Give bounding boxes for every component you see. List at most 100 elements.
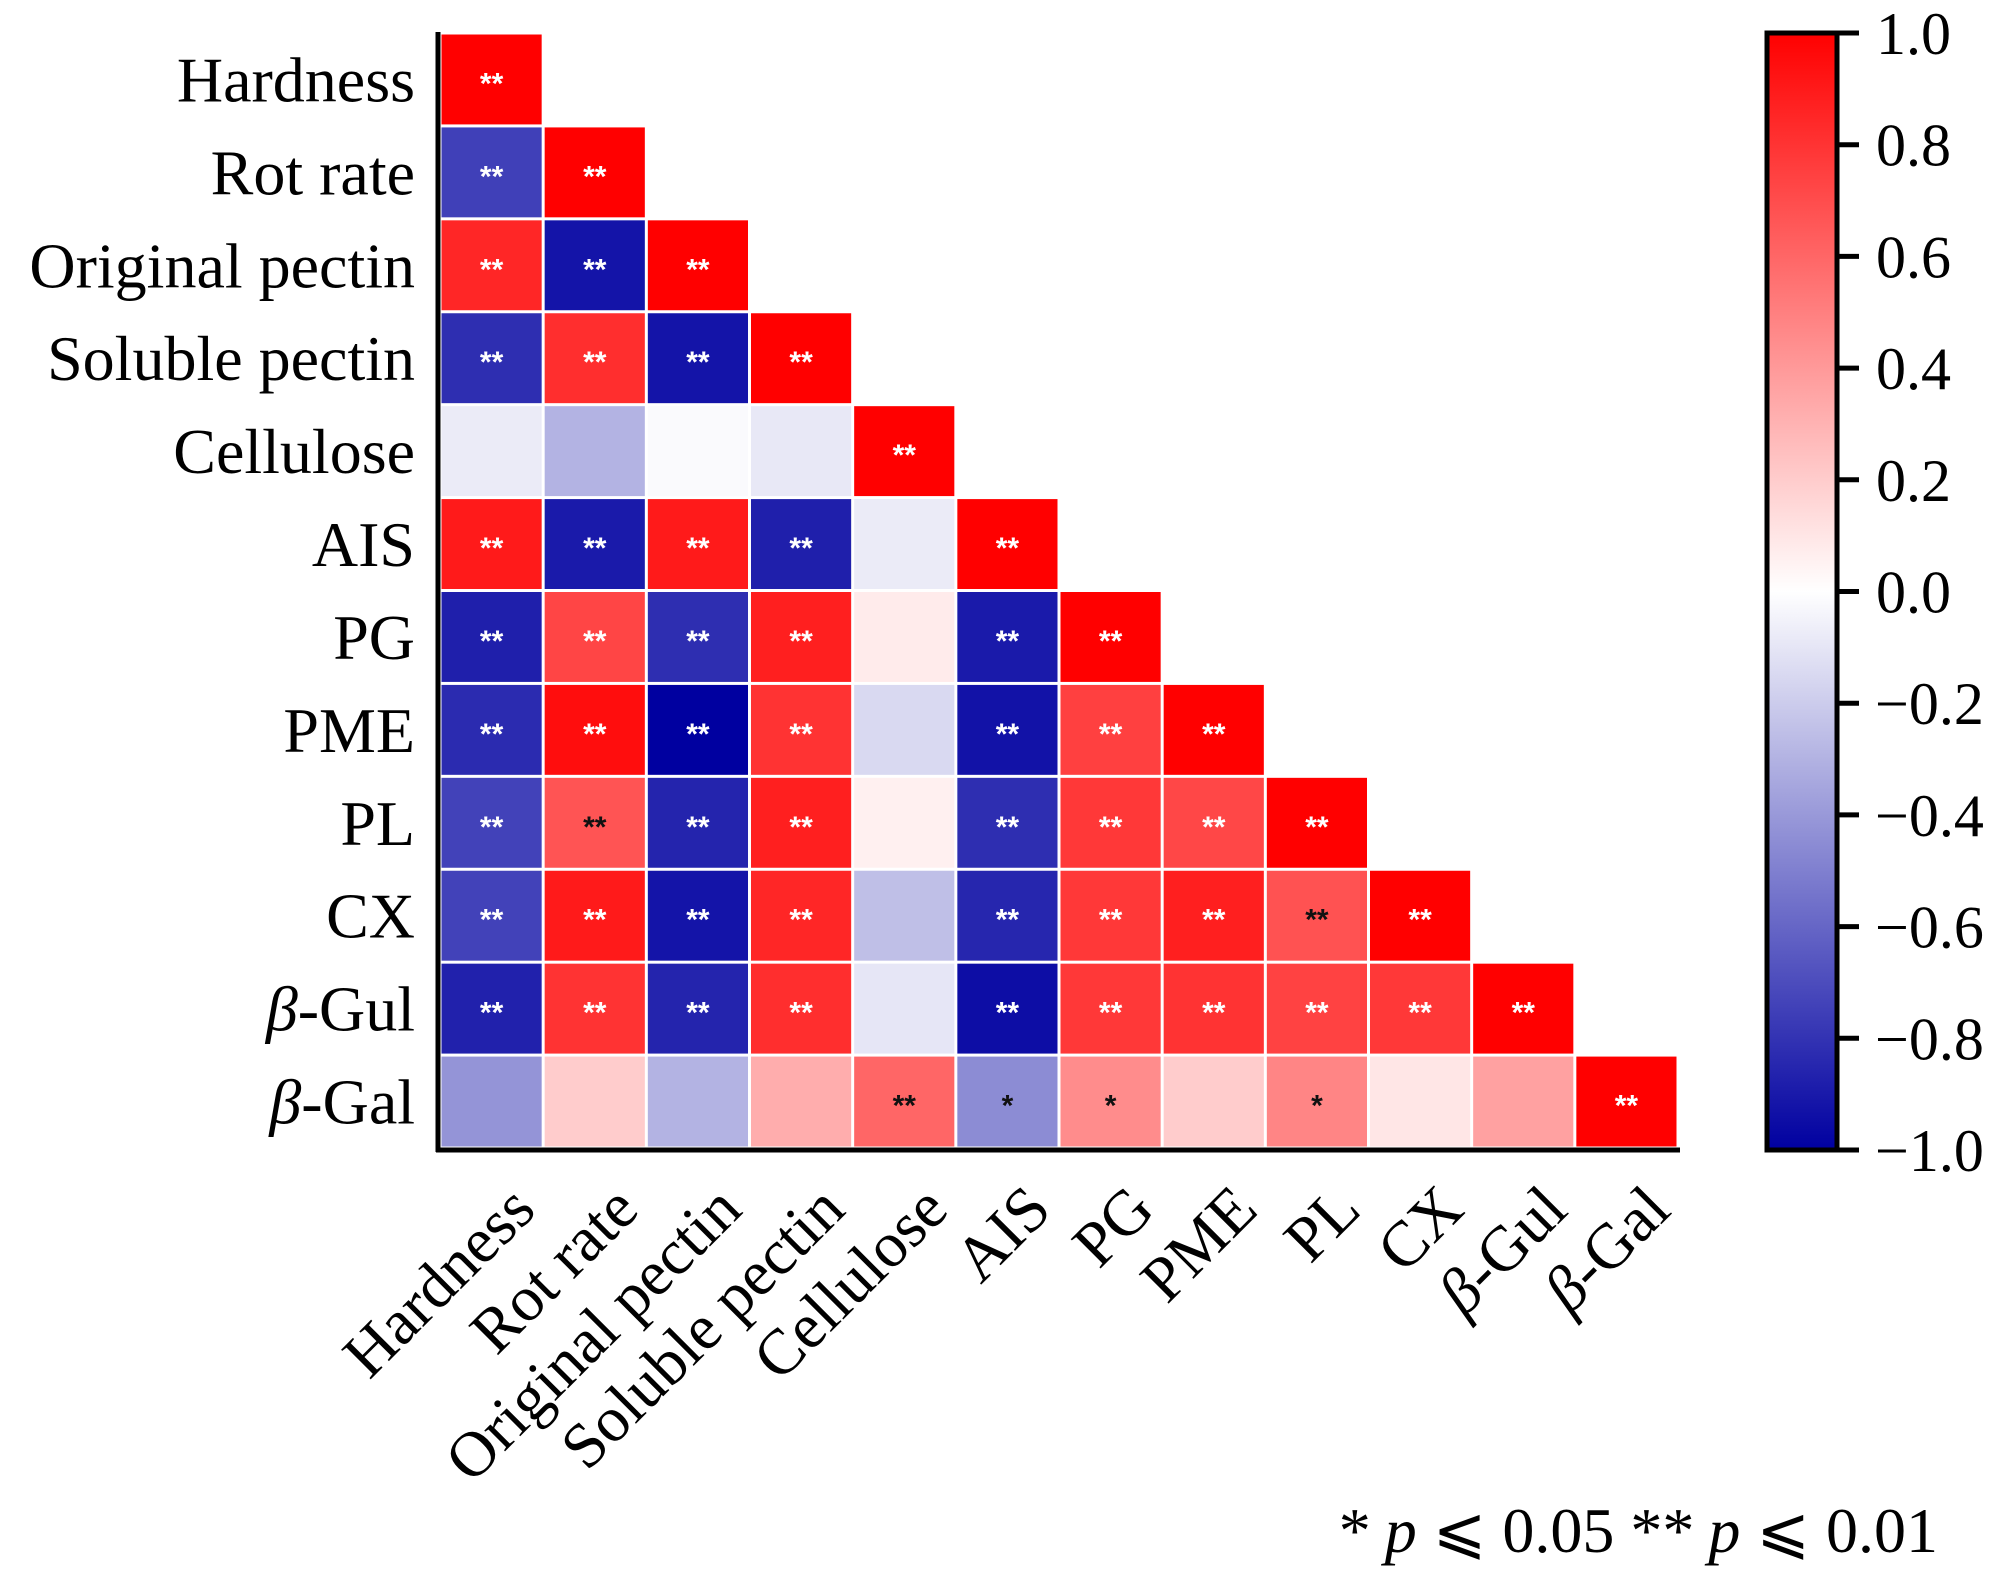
- significance-mark: **: [1099, 997, 1123, 1030]
- heatmap-cell-10-1: [544, 963, 645, 1054]
- significance-mark: **: [480, 904, 504, 937]
- significance-mark: **: [1202, 718, 1226, 751]
- significance-mark: **: [996, 997, 1020, 1030]
- heatmap-cell-5-0: [441, 499, 542, 589]
- significance-mark: **: [1099, 625, 1123, 658]
- significance-mark: **: [1099, 904, 1123, 937]
- heatmap-cell-10-3: [751, 963, 852, 1054]
- significance-mark: **: [789, 532, 813, 565]
- significance-mark: **: [996, 811, 1020, 844]
- heatmap-cell-10-2: [647, 963, 748, 1054]
- colorbar-gradient: [1764, 30, 1840, 1153]
- legend-p-2: p: [1704, 1495, 1740, 1566]
- heatmap-cell-11-11: [1576, 1056, 1677, 1147]
- significance-mark: **: [583, 625, 607, 658]
- significance-mark: *: [1002, 1090, 1014, 1123]
- significance-mark: **: [1202, 997, 1226, 1030]
- heatmap-cell-9-7: [1163, 870, 1264, 961]
- heatmap-cell-7-0: [441, 684, 542, 775]
- significance-mark: **: [480, 346, 504, 379]
- colorbar-tick-label: 1.0: [1876, 1, 1951, 67]
- y-label-1: Rot rate: [211, 137, 415, 208]
- heatmap-cell-11-9: [1370, 1056, 1471, 1147]
- heatmap-cell-10-6: [1060, 963, 1161, 1054]
- heatmap-cell-6-4: [854, 592, 955, 682]
- heatmap-cell-10-7: [1163, 963, 1264, 1054]
- significance-mark: **: [583, 811, 607, 844]
- heatmap-cell-11-1: [544, 1056, 645, 1147]
- significance-mark: **: [893, 1090, 917, 1123]
- label-greek-prefix: β: [264, 974, 298, 1045]
- heatmap-cell-4-3: [751, 406, 852, 497]
- colorbar-tick-label: 0.2: [1876, 448, 1951, 514]
- y-label-10: β-Gul: [264, 974, 415, 1045]
- heatmap-cell-10-0: [441, 963, 542, 1054]
- y-label-9: CX: [326, 881, 415, 952]
- legend-threshold-2: ⩽ 0.01: [1740, 1495, 1938, 1566]
- colorbar-tick-label: 0.8: [1876, 113, 1951, 179]
- significance-mark: **: [789, 904, 813, 937]
- colorbar: 1.0 0.8 0.6 0.4 0.2 0.0 −0.2 −0.4 −0.6 −0.8 −1.0: [1764, 1, 1984, 1184]
- heatmap-cell-11-10: [1473, 1056, 1574, 1147]
- y-label-11: β-Gal: [267, 1067, 415, 1138]
- heatmap-cell-8-1: [544, 777, 645, 868]
- heatmap-cell-10-5: [957, 963, 1058, 1054]
- heatmap-cell-0-0: [441, 34, 542, 125]
- significance-mark: **: [1099, 718, 1123, 751]
- heatmap-cell-4-1: [544, 406, 645, 497]
- x-label-5: AIS: [940, 1172, 1063, 1295]
- heatmap-cell-8-6: [1060, 777, 1161, 868]
- significance-mark: **: [480, 532, 504, 565]
- heatmap-cell-11-5: [957, 1056, 1058, 1147]
- significance-mark: **: [789, 718, 813, 751]
- significance-mark: *: [1311, 1090, 1323, 1123]
- significance-legend: * p ⩽ 0.05 ** p ⩽ 0.01: [1339, 1495, 1938, 1566]
- heatmap-cell-3-2: [647, 313, 748, 404]
- significance-mark: **: [996, 625, 1020, 658]
- significance-mark: **: [583, 253, 607, 286]
- heatmap-cell-7-2: [647, 684, 748, 775]
- significance-mark: **: [686, 625, 710, 658]
- label-rest: -Gul: [298, 974, 415, 1045]
- heatmap-cell-11-7: [1163, 1056, 1264, 1147]
- heatmap-cell-11-2: [647, 1056, 748, 1147]
- significance-mark: **: [480, 253, 504, 286]
- significance-mark: **: [1408, 904, 1432, 937]
- heatmap-cell-9-0: [441, 870, 542, 961]
- significance-mark: **: [1615, 1090, 1639, 1123]
- significance-mark: **: [480, 67, 504, 100]
- legend-star-2: **: [1630, 1495, 1694, 1566]
- heatmap-cell-7-5: [957, 684, 1058, 775]
- significance-mark: **: [1408, 997, 1432, 1030]
- heatmap-cell-5-3: [751, 499, 852, 589]
- heatmap-cell-9-9: [1370, 870, 1471, 961]
- heatmap-cell-10-8: [1266, 963, 1367, 1054]
- y-label-8: PL: [340, 788, 415, 859]
- significance-mark: **: [996, 532, 1020, 565]
- heatmap-cell-6-1: [544, 592, 645, 682]
- heatmap-cell-8-3: [751, 777, 852, 868]
- heatmap-cell-8-4: [854, 777, 955, 868]
- significance-mark: **: [686, 718, 710, 751]
- significance-mark: **: [480, 625, 504, 658]
- significance-mark: **: [996, 718, 1020, 751]
- significance-mark: **: [1305, 811, 1329, 844]
- significance-mark: **: [686, 904, 710, 937]
- legend-p-1: p: [1381, 1495, 1417, 1566]
- heatmap-cell-11-3: [751, 1056, 852, 1147]
- heatmap-cell-6-0: [441, 592, 542, 682]
- significance-mark: **: [480, 811, 504, 844]
- significance-mark: **: [686, 346, 710, 379]
- significance-mark: **: [583, 532, 607, 565]
- y-label-7: PME: [283, 695, 415, 766]
- heatmap-cell-5-2: [647, 499, 748, 589]
- heatmap-cell-4-0: [441, 406, 542, 497]
- significance-mark: **: [893, 439, 917, 472]
- y-label-4: Cellulose: [173, 416, 415, 487]
- heatmap-cell-5-4: [854, 499, 955, 589]
- heatmap-cell-6-3: [751, 592, 852, 682]
- x-label-7: PME: [1127, 1172, 1270, 1315]
- significance-mark: **: [583, 160, 607, 193]
- colorbar-tick-label: 0.4: [1876, 336, 1951, 402]
